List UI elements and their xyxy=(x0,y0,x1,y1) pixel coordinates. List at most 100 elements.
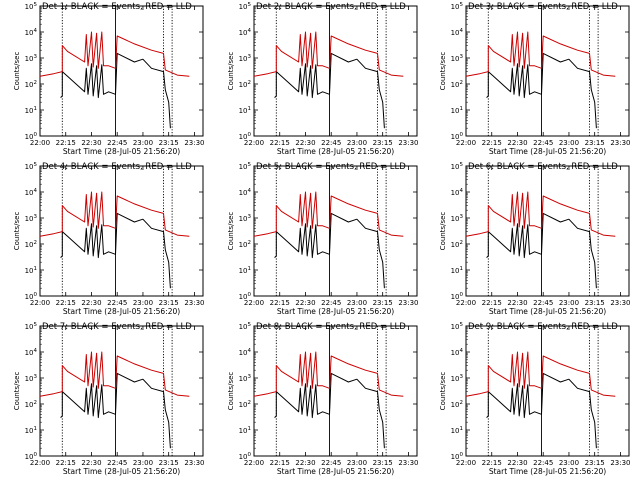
x-tick-label: 22:15 xyxy=(56,299,76,307)
y-axis-label: Counts/sec xyxy=(13,212,21,251)
x-tick-label: 23:00 xyxy=(133,459,153,467)
x-tick-label: 23:30 xyxy=(398,139,418,147)
x-tick-label: 22:15 xyxy=(56,139,76,147)
detector-panel-6: Det 6: BLACK = Events, RED = LLD10010110… xyxy=(439,162,631,316)
x-tick-label: 22:00 xyxy=(244,459,264,467)
x-tick-label: 22:15 xyxy=(270,299,290,307)
x-tick-label: 22:30 xyxy=(295,299,315,307)
x-tick-label: 22:00 xyxy=(244,139,264,147)
y-tick-label: 101 xyxy=(239,266,251,275)
y-tick-label: 104 xyxy=(25,348,38,357)
series-events-line xyxy=(60,372,171,449)
y-axis-label: Counts/sec xyxy=(439,372,447,411)
y-tick-label: 105 xyxy=(25,162,38,171)
y-tick-label: 103 xyxy=(25,54,38,63)
y-tick-label: 104 xyxy=(451,28,464,37)
plot-frame xyxy=(253,5,418,137)
series-lld-line xyxy=(39,351,190,397)
x-tick-label: 22:00 xyxy=(244,299,264,307)
x-axis-label: Start Time (28-Jul-05 21:56:20) xyxy=(63,307,180,316)
plot-frame xyxy=(39,5,204,137)
x-tick-label: 23:15 xyxy=(159,299,179,307)
y-tick-label: 104 xyxy=(239,28,252,37)
x-tick-label: 23:30 xyxy=(398,299,418,307)
y-tick-label: 100 xyxy=(25,132,38,141)
y-tick-label: 100 xyxy=(451,132,464,141)
y-tick-label: 104 xyxy=(25,28,38,37)
plot-frame xyxy=(253,165,418,297)
plot-frame xyxy=(465,165,630,297)
x-tick-label: 23:15 xyxy=(159,139,179,147)
detector-panel-1: Det 1: BLACK = Events, RED = LLD10010110… xyxy=(13,2,205,156)
x-tick-label: 22:00 xyxy=(30,139,50,147)
series-events-line xyxy=(274,372,385,449)
x-axis-label: Start Time (28-Jul-05 21:56:20) xyxy=(63,467,180,476)
x-tick-label: 23:30 xyxy=(610,299,630,307)
y-tick-label: 101 xyxy=(239,106,251,115)
y-tick-label: 100 xyxy=(451,452,464,461)
y-tick-label: 102 xyxy=(451,80,463,89)
series-events-line xyxy=(60,212,171,289)
x-tick-label: 22:00 xyxy=(30,299,50,307)
y-tick-label: 104 xyxy=(25,188,38,197)
x-tick-label: 23:00 xyxy=(133,299,153,307)
series-lld-line xyxy=(465,351,616,397)
y-tick-label: 103 xyxy=(239,374,252,383)
series-events-line xyxy=(274,52,385,129)
x-tick-label: 23:30 xyxy=(184,139,204,147)
x-tick-label: 23:15 xyxy=(373,459,393,467)
y-axis-label: Counts/sec xyxy=(227,212,235,251)
y-tick-label: 103 xyxy=(25,374,38,383)
y-tick-label: 104 xyxy=(451,348,464,357)
series-lld-line xyxy=(465,31,616,77)
x-tick-label: 22:45 xyxy=(107,139,127,147)
series-events-line xyxy=(60,52,171,129)
y-tick-label: 102 xyxy=(239,400,251,409)
x-tick-label: 23:00 xyxy=(347,459,367,467)
x-tick-label: 22:45 xyxy=(533,139,553,147)
x-tick-label: 23:30 xyxy=(184,299,204,307)
y-tick-label: 105 xyxy=(239,2,252,11)
x-tick-label: 22:30 xyxy=(507,299,527,307)
x-tick-label: 23:30 xyxy=(184,459,204,467)
x-axis-label: Start Time (28-Jul-05 21:56:20) xyxy=(277,307,394,316)
y-tick-label: 102 xyxy=(25,80,37,89)
y-tick-label: 104 xyxy=(451,188,464,197)
x-tick-label: 23:15 xyxy=(585,299,605,307)
detector-panel-5: Det 5: BLACK = Events, RED = LLD10010110… xyxy=(227,162,419,316)
series-lld-line xyxy=(39,31,190,77)
y-tick-label: 104 xyxy=(239,348,252,357)
x-tick-label: 23:00 xyxy=(133,139,153,147)
x-tick-label: 22:15 xyxy=(482,299,502,307)
y-tick-label: 102 xyxy=(239,80,251,89)
x-tick-label: 23:15 xyxy=(585,459,605,467)
x-tick-label: 22:30 xyxy=(81,459,101,467)
y-axis-label: Counts/sec xyxy=(227,52,235,91)
y-tick-label: 101 xyxy=(451,266,463,275)
x-tick-label: 23:00 xyxy=(347,299,367,307)
x-tick-label: 22:15 xyxy=(270,139,290,147)
y-tick-label: 101 xyxy=(451,426,463,435)
x-tick-label: 23:30 xyxy=(610,139,630,147)
plot-frame xyxy=(39,165,204,297)
series-lld-line xyxy=(39,191,190,237)
y-tick-label: 102 xyxy=(25,240,37,249)
y-tick-label: 102 xyxy=(25,400,37,409)
y-tick-label: 100 xyxy=(239,452,252,461)
y-tick-label: 103 xyxy=(451,214,464,223)
y-tick-label: 101 xyxy=(25,426,37,435)
x-tick-label: 22:15 xyxy=(270,459,290,467)
y-tick-label: 105 xyxy=(451,2,464,11)
detector-panel-2: Det 2: BLACK = Events, RED = LLD10010110… xyxy=(227,2,419,156)
x-tick-label: 22:30 xyxy=(507,459,527,467)
x-tick-label: 22:30 xyxy=(81,299,101,307)
y-tick-label: 103 xyxy=(451,374,464,383)
y-tick-label: 102 xyxy=(451,240,463,249)
y-tick-label: 101 xyxy=(25,266,37,275)
y-tick-label: 105 xyxy=(451,162,464,171)
x-tick-label: 22:45 xyxy=(107,459,127,467)
plot-frame xyxy=(465,5,630,137)
plot-frame xyxy=(465,325,630,457)
y-tick-label: 102 xyxy=(239,240,251,249)
